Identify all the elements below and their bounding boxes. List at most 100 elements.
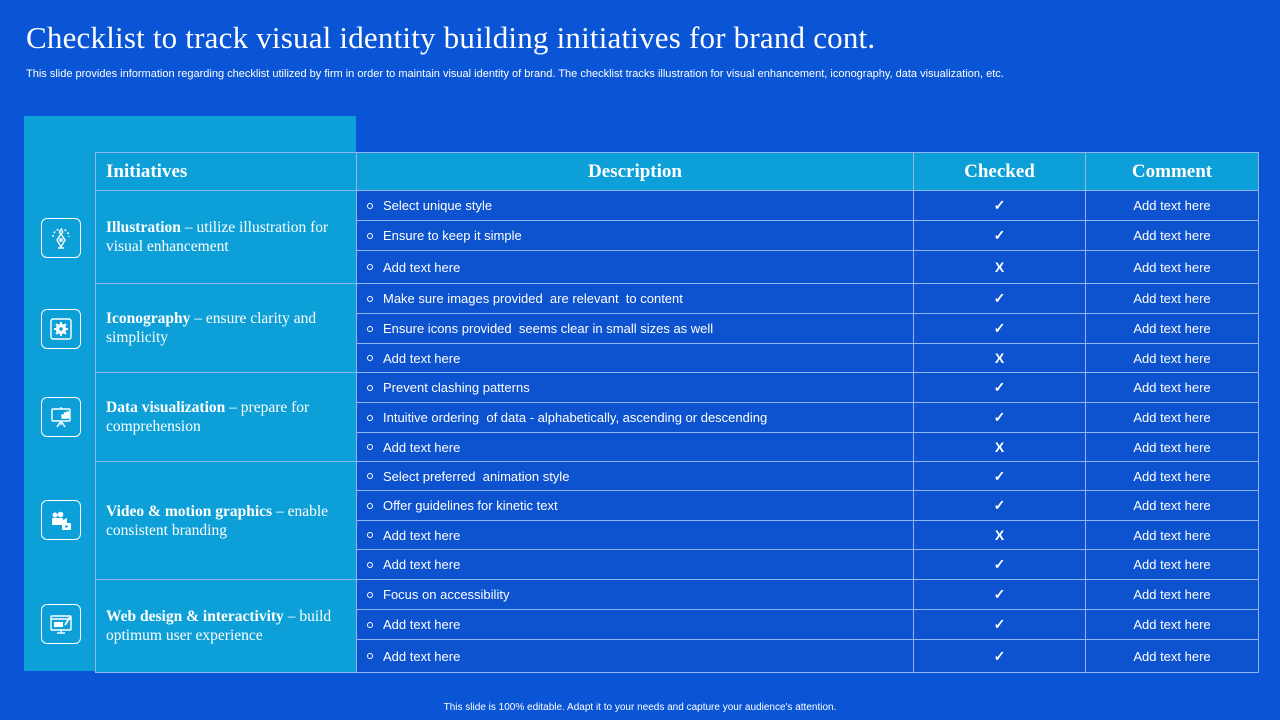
table-body: Illustration – utilize illustration for …: [95, 190, 1259, 673]
checked-cell: ✓: [913, 579, 1086, 610]
description-text: Add text here: [383, 557, 461, 572]
description-cell: Add text here: [356, 343, 914, 373]
checked-cell: X: [913, 520, 1086, 550]
table-row: Add text here X Add text here: [96, 343, 1259, 373]
table-row: Intuitive ordering of data - alphabetica…: [96, 402, 1259, 433]
description-text: Ensure to keep it simple: [383, 228, 522, 243]
table-row: Data visualization – prepare for compreh…: [95, 372, 1259, 462]
comment-cell: Add text here: [1085, 490, 1259, 521]
comment-cell: Add text here: [1085, 639, 1259, 673]
table-row: Web design & interactivity – build optim…: [95, 579, 1259, 673]
description-cell: Add text here: [356, 639, 914, 673]
comment-cell: Add text here: [1085, 283, 1259, 314]
table-row: Video & motion graphics – enable consist…: [95, 461, 1259, 580]
description-text: Select preferred animation style: [383, 468, 570, 484]
initiative-name: Video & motion graphics: [106, 502, 273, 520]
checked-cell: ✓: [913, 190, 1086, 221]
description-text: Make sure images provided are relevant t…: [383, 291, 683, 306]
description-text: Add text here: [383, 259, 461, 275]
description-cell: Select unique style: [356, 190, 914, 221]
description-cell: Focus on accessibility: [356, 579, 914, 610]
checked-cell: ✓: [913, 639, 1086, 673]
comment-cell: Add text here: [1085, 402, 1259, 433]
description-text: Offer guidelines for kinetic text: [383, 498, 558, 513]
comment-cell: Add text here: [1085, 343, 1259, 373]
initiative-name: Web design & interactivity: [106, 608, 284, 625]
bullet-icon: [367, 414, 373, 421]
checked-cell: ✓: [913, 402, 1086, 433]
header-comment: Comment: [1085, 152, 1259, 191]
comment-cell: Add text here: [1085, 313, 1259, 344]
description-cell: Add text here: [356, 549, 914, 580]
description-cell: Offer guidelines for kinetic text: [356, 490, 914, 521]
comment-cell: Add text here: [1085, 609, 1259, 640]
checked-cell: ✓: [913, 283, 1086, 314]
header-row: Initiatives Description Checked Comment: [95, 152, 1259, 191]
description-text: Select unique style: [383, 198, 493, 213]
bullet-icon: [367, 384, 373, 391]
bullet-icon: [367, 502, 373, 509]
checked-cell: X: [913, 250, 1086, 284]
bullet-icon: [367, 295, 373, 302]
initiative-detail: – enable consistent branding: [106, 502, 329, 539]
initiative-name: Data visualization: [106, 399, 226, 416]
description-cell: Add text here: [356, 250, 914, 284]
description-cell: Intuitive ordering of data - alphabetica…: [356, 402, 914, 433]
description-cell: Add text here: [356, 432, 914, 462]
bullet-icon: [367, 591, 373, 598]
table-row: Offer guidelines for kinetic text ✓ Add te…: [96, 490, 1259, 521]
description-text: Add text here: [383, 527, 461, 543]
checked-cell: ✓: [913, 372, 1086, 403]
bullet-icon: [367, 355, 373, 362]
table-row: Iconography – ensure clarity and simplic…: [95, 283, 1259, 373]
table-row: Ensure to keep it simple ✓ Add text here: [96, 220, 1259, 251]
checked-cell: ✓: [913, 461, 1086, 491]
initiative-cell: Video & motion graphics – enable consist…: [95, 461, 357, 580]
comment-cell: Add text here: [1085, 432, 1259, 462]
description-text: Ensure icons provided seems clear in sma…: [383, 321, 714, 336]
bullet-icon: [367, 532, 373, 539]
checklist-table: Initiatives Description Checked Comment …: [95, 152, 1259, 673]
bullet-icon: [367, 561, 373, 568]
checked-cell: ✓: [913, 220, 1086, 251]
description-cell: Add text here: [356, 609, 914, 640]
table-row: Ensure icons provided seems clear in sma…: [96, 313, 1259, 344]
bullet-icon: [367, 264, 373, 271]
presentation-chart-icon: [41, 397, 81, 437]
header-initiatives: Initiatives: [95, 152, 357, 191]
checked-cell: ✓: [913, 313, 1086, 344]
bullet-icon: [367, 232, 373, 239]
description-cell: Ensure to keep it simple: [356, 220, 914, 251]
initiative-name: Iconography: [106, 310, 191, 327]
header-checked: Checked: [913, 152, 1086, 191]
initiative-cell: Iconography – ensure clarity and simplic…: [95, 283, 357, 373]
bullet-icon: [367, 325, 373, 332]
bullet-icon: [367, 653, 373, 660]
table-row: Add text here ✓ Add text here: [96, 609, 1259, 640]
table-row: Add text here X Add text here: [96, 520, 1259, 550]
comment-cell: Add text here: [1085, 549, 1259, 580]
initiative-name: Illustration: [106, 219, 181, 236]
checked-cell: ✓: [913, 490, 1086, 521]
description-text: Prevent clashing patterns: [383, 380, 530, 395]
bullet-icon: [367, 202, 373, 209]
slide-subtitle: This slide provides information regardin…: [26, 68, 1004, 80]
initiative-detail: – prepare for comprehension: [106, 399, 310, 435]
initiative-cell: Web design & interactivity – build optim…: [95, 579, 357, 673]
header-description: Description: [356, 152, 914, 191]
description-cell: Ensure icons provided seems clear in sma…: [356, 313, 914, 344]
initiative-cell: Illustration – utilize illustration for …: [95, 190, 357, 284]
table-row: Add text here X Add text here: [96, 250, 1259, 284]
web-design-icon: [41, 604, 81, 644]
checked-cell: ✓: [913, 549, 1086, 580]
footer-note: This slide is 100% editable. Adapt it to…: [443, 702, 837, 713]
description-cell: Select preferred animation style: [356, 461, 914, 491]
initiative-detail: – ensure clarity and simplicity: [106, 310, 317, 346]
table-row: Add text here X Add text here: [96, 432, 1259, 462]
initiative-detail: – utilize illustration for visual enhanc…: [106, 219, 329, 255]
description-cell: Prevent clashing patterns: [356, 372, 914, 403]
description-cell: Add text here: [356, 520, 914, 550]
description-text: Intuitive ordering of data - alphabetica…: [383, 410, 768, 425]
initiative-cell: Data visualization – prepare for compreh…: [95, 372, 357, 462]
video-camera-icon: [41, 500, 81, 540]
